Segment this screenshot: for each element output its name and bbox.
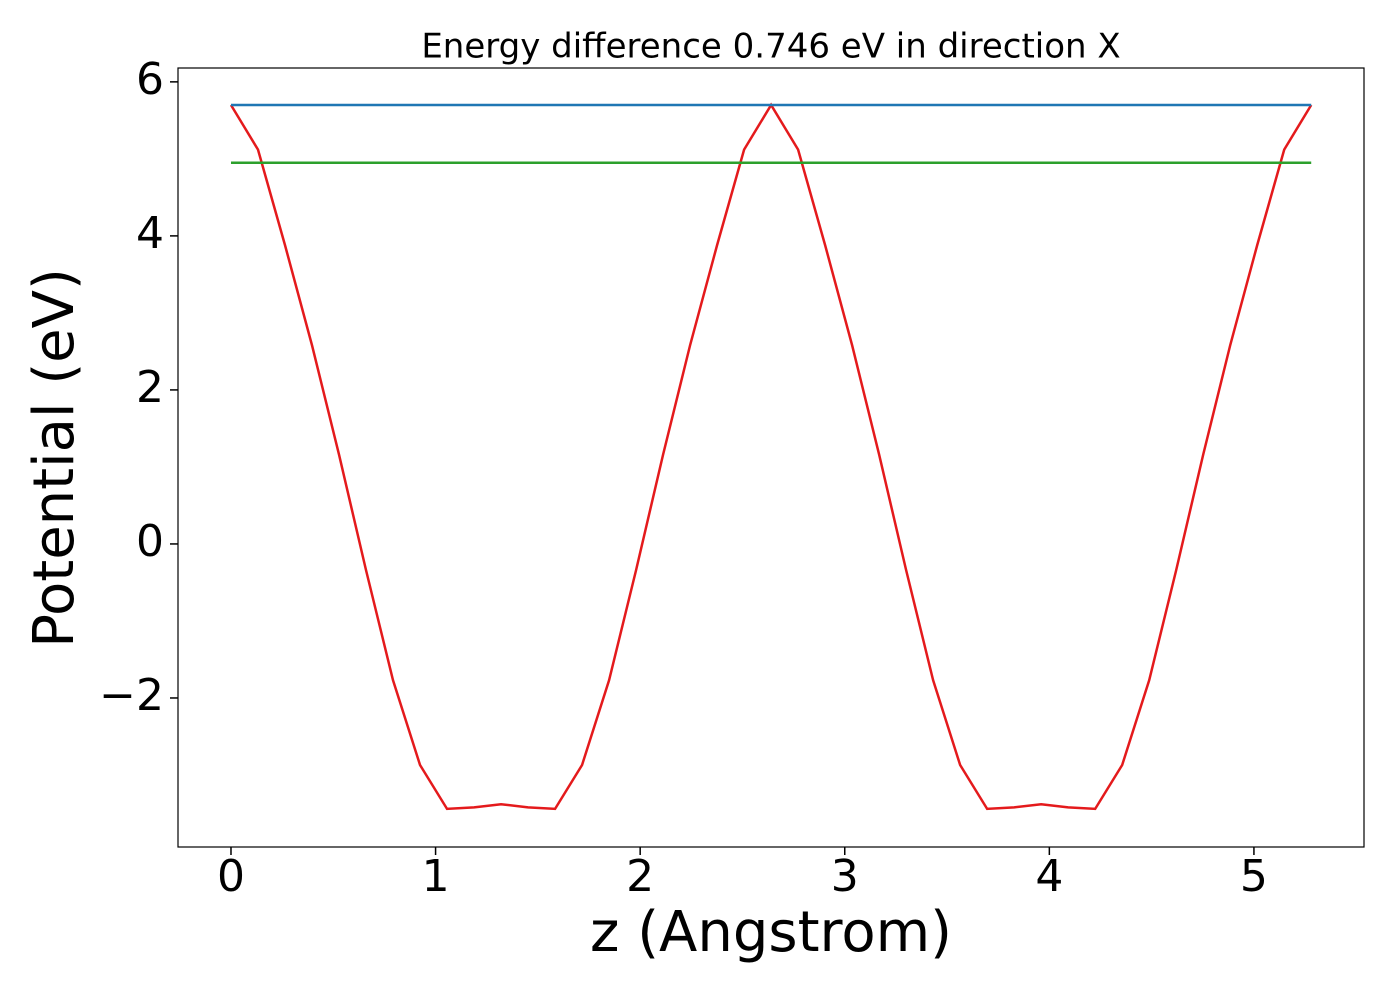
y-tick-label: 2 (136, 362, 164, 413)
plot-frame (177, 67, 1365, 848)
x-tick-label: 5 (1240, 851, 1268, 902)
x-tick-label: 2 (626, 851, 654, 902)
x-tick-label: 0 (217, 851, 245, 902)
y-tick-label: 4 (136, 208, 164, 259)
chart-title: Energy difference 0.746 eV in direction … (421, 27, 1120, 67)
x-tick-label: 1 (422, 851, 450, 902)
x-tick-label: 3 (831, 851, 859, 902)
x-axis-label: z (Angstrom) (590, 900, 952, 965)
y-axis-label: Potential (eV) (22, 268, 87, 648)
series-line (229, 102, 1313, 811)
y-tick-label: −2 (99, 670, 164, 721)
x-tick-label: 4 (1035, 851, 1063, 902)
y-tick-label: 6 (136, 54, 164, 105)
y-tick-label: 0 (136, 516, 164, 567)
